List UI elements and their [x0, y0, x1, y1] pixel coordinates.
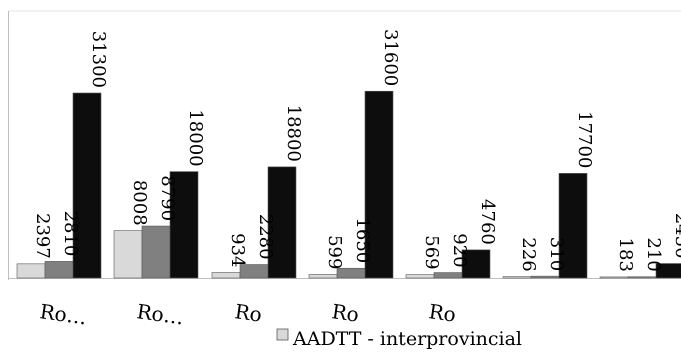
- value-label-s2-c3: 2280: [255, 214, 276, 260]
- bar-s3-c1: [72, 92, 102, 279]
- value-label-s2-c6: 310: [546, 237, 567, 271]
- bar-s2-c6: [530, 275, 560, 279]
- category-labels-group: Ro… Ro… Ro Ro Ro: [38, 299, 457, 329]
- x-tick-label-3: Ro: [233, 299, 263, 327]
- value-label-s3-c1: 31300: [88, 31, 109, 88]
- bar-s2-c2: [141, 225, 171, 279]
- bar-s3-c5: [461, 249, 491, 279]
- value-label-s1-c1: 2397: [32, 213, 53, 259]
- x-tick-label-2: Ro…: [135, 299, 185, 329]
- bar-s3-c2: [169, 171, 199, 279]
- bar-s2-c1: [44, 261, 74, 279]
- bar-s3-c3: [267, 166, 297, 279]
- bar-s3-c4: [364, 90, 394, 279]
- bar-s1-c1: [16, 263, 46, 279]
- bar-s3-c6: [558, 173, 588, 279]
- value-label-s3-c4: 31600: [380, 29, 401, 86]
- value-label-s1-c5: 569: [421, 235, 442, 269]
- bar-s1-c3: [211, 272, 241, 279]
- value-label-s2-c7: 210: [643, 237, 664, 271]
- bar-s1-c6: [502, 276, 532, 279]
- value-label-s2-c5: 920: [449, 233, 470, 267]
- legend-swatch-series-1: [276, 328, 289, 341]
- value-labels-group: 2397 8008 934 599 569 226 183 2810 8790 2280 1650 9…: [32, 29, 681, 272]
- bars-group: [16, 90, 681, 279]
- value-label-s2-c1: 2810: [60, 211, 81, 257]
- x-tick-label-5: Ro: [427, 299, 457, 327]
- x-tick-label-1: Ro…: [38, 299, 88, 329]
- value-label-s1-c6: 226: [518, 237, 539, 271]
- bar-s1-c5: [405, 274, 435, 279]
- value-label-s3-c3: 18800: [283, 105, 304, 162]
- legend: AADTT - interprovincial: [276, 328, 522, 350]
- value-label-s3-c5: 4760: [477, 199, 498, 245]
- value-label-s3-c7: 2450: [671, 213, 681, 259]
- bar-s3-c7: [655, 263, 681, 279]
- bar-s1-c7: [599, 276, 629, 279]
- bar-s2-c4: [336, 267, 366, 279]
- value-label-s1-c4: 599: [324, 235, 345, 269]
- legend-label-series-1: AADTT - interprovincial: [292, 328, 522, 350]
- value-label-s1-c3: 934: [227, 233, 248, 267]
- x-tick-label-4: Ro: [330, 299, 360, 327]
- value-label-s1-c7: 183: [615, 238, 636, 272]
- value-label-s1-c2: 8008: [129, 180, 150, 226]
- value-label-s3-c2: 18000: [185, 109, 206, 166]
- bar-s1-c2: [113, 230, 143, 279]
- bar-s1-c4: [308, 274, 338, 279]
- bar-s2-c7: [627, 276, 657, 279]
- value-label-s2-c2: 8790: [157, 175, 178, 221]
- bar-s2-c5: [433, 272, 463, 279]
- value-label-s2-c4: 1650: [352, 217, 373, 263]
- value-label-s3-c6: 17700: [574, 111, 595, 168]
